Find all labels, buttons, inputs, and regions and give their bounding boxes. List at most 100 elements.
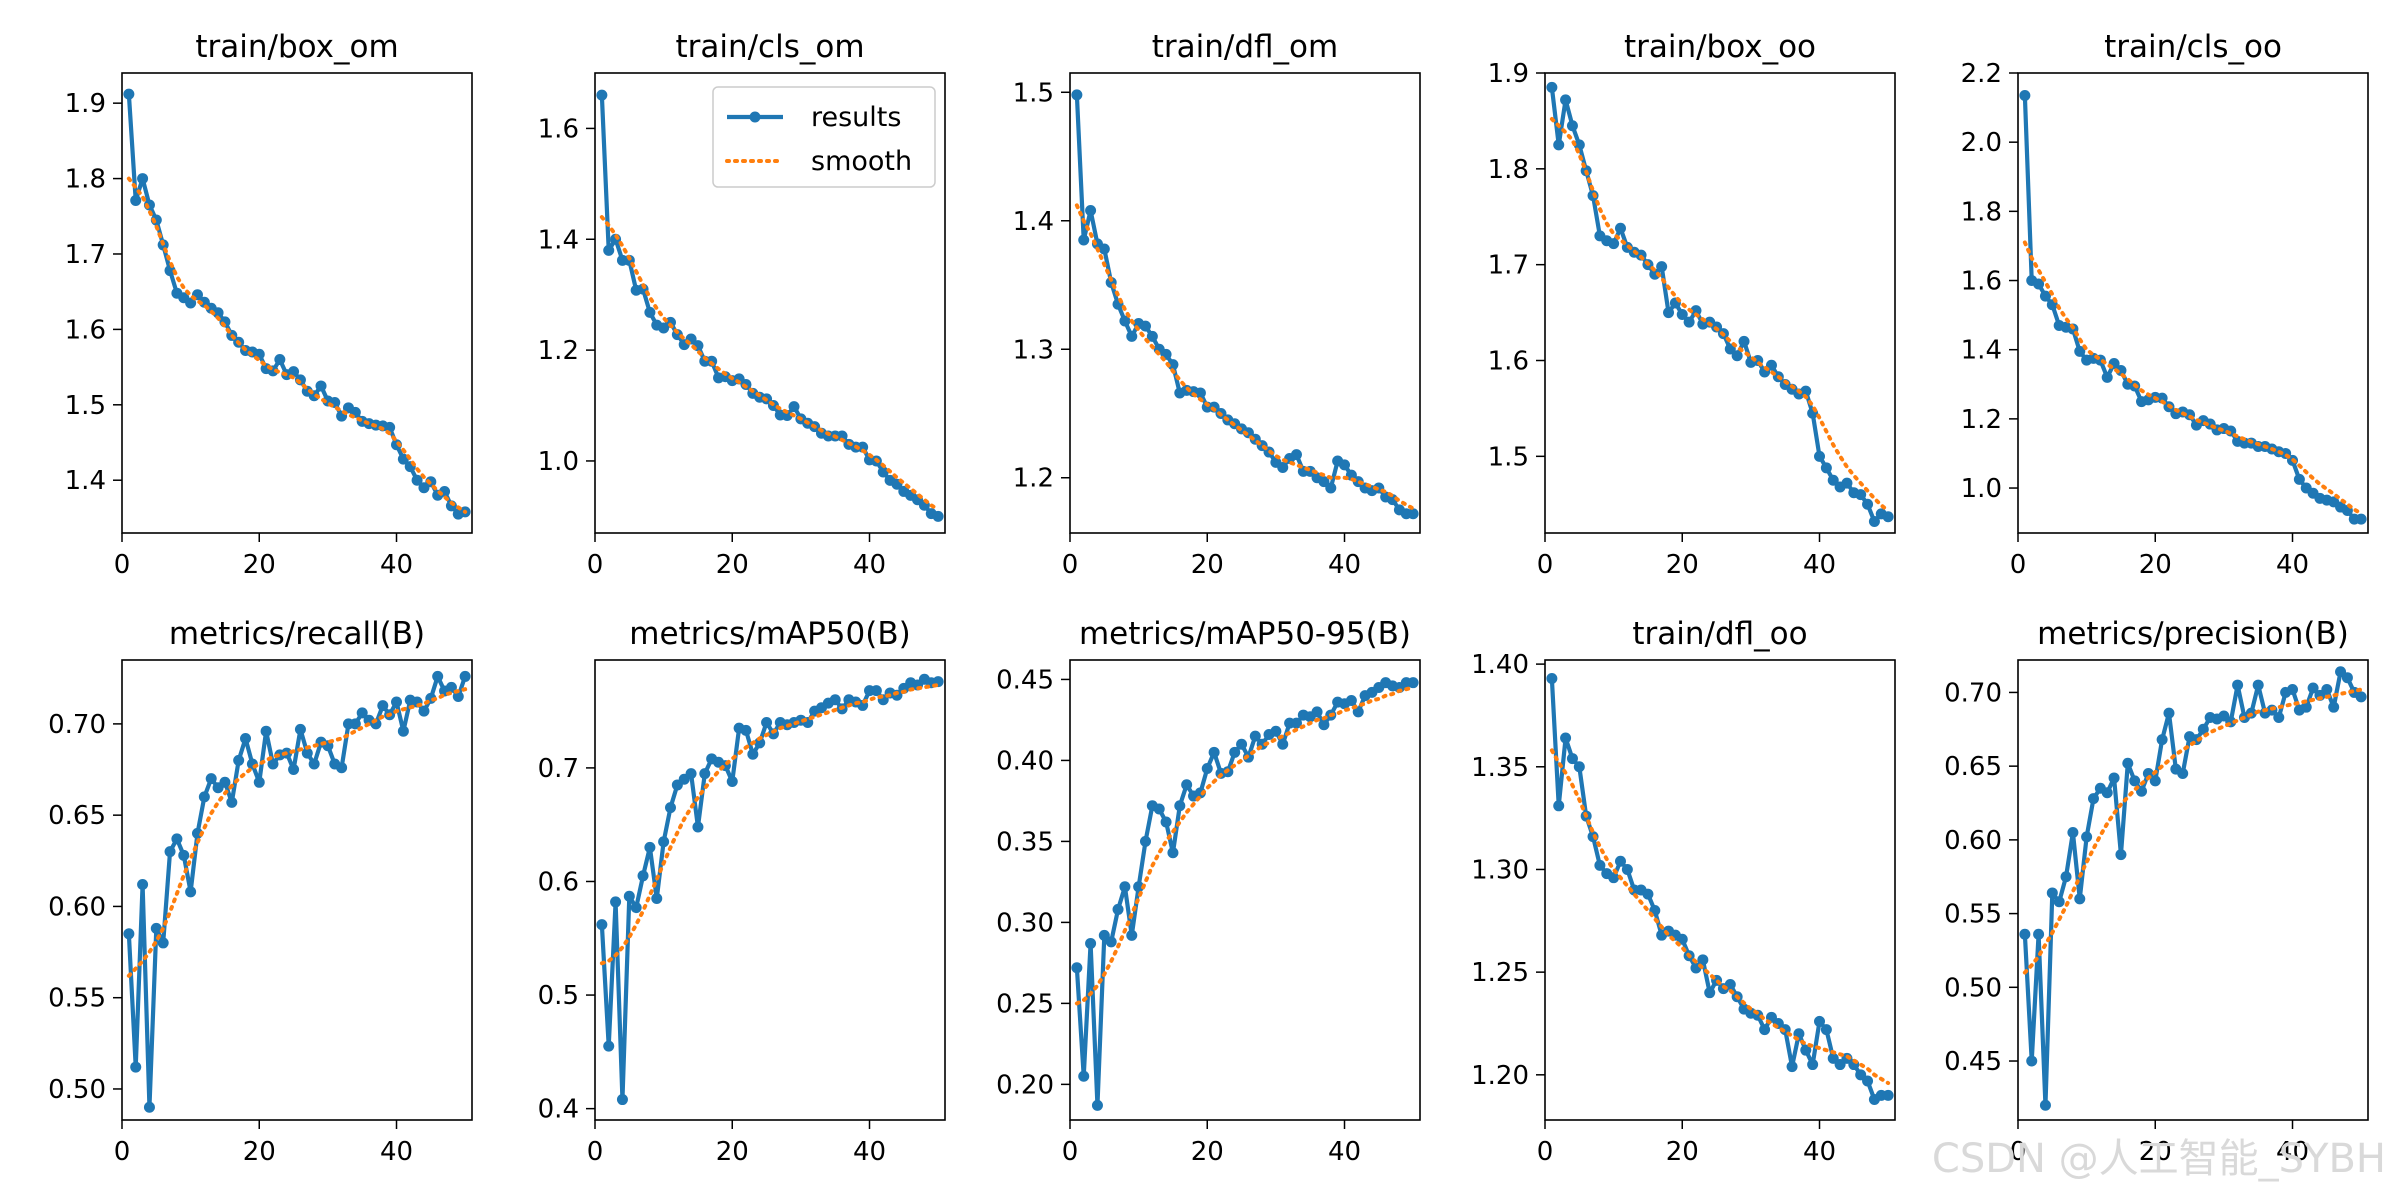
results-point [2039,290,2051,302]
results-point [1174,800,1186,812]
smooth-line [126,687,468,978]
x-tick-label: 0 [2010,550,2027,580]
results-point [294,723,306,735]
results-point [1566,753,1578,765]
results-point [130,194,142,206]
x-tick-label: 20 [243,1137,276,1167]
results-point [1318,719,1330,731]
y-tick-label: 1.35 [1471,753,1529,783]
results-point [185,886,197,898]
x-tick-label: 0 [587,1137,604,1167]
results-point [459,670,471,682]
subplot-title: train/dfl_oo [1632,616,1807,652]
y-tick-label: 1.0 [1961,474,2002,504]
subplot-metrics-map50-95-b-: metrics/mAP50-95(B) 0 20 40 0.20 0.25 0.30 0.35… [996,616,1421,1167]
subplot-train-box-om: train/box_om 0 20 40 1.4 1.5 1.6 1.7 1.8 1.9 [65,29,473,580]
x-tick-label: 20 [2139,550,2172,580]
x-tick-label: 40 [2276,1137,2309,1167]
plot-frame [594,72,946,534]
results-point [2129,775,2141,787]
results-point [2355,513,2367,525]
results-point [726,776,738,788]
subplot-title: train/dfl_om [1152,29,1338,65]
legend-results-label: results [811,102,901,133]
x-tick-label: 0 [1062,550,1079,580]
subplot-title: metrics/mAP50(B) [629,616,910,652]
results-point [2081,831,2093,843]
subplot-title: train/cls_om [675,29,864,65]
smooth-line [599,682,941,966]
results-point [596,89,608,101]
results-point [1229,746,1241,758]
results-point [761,716,773,728]
results-point [2039,1099,2051,1111]
results-point [288,366,300,378]
results-point [2101,787,2113,799]
results-point [1882,511,1894,523]
results-point [452,691,464,703]
results-point [1807,1059,1819,1071]
legend-smooth-label: smooth [811,146,912,177]
results-point [2300,701,2312,713]
results-point [445,681,457,693]
results-point [198,791,210,803]
results-point [1091,1099,1103,1111]
y-tick-label: 1.6 [538,114,579,144]
results-point [1683,316,1695,328]
y-tick-label: 0.6 [538,867,579,897]
y-tick-label: 0.50 [1944,973,2002,1003]
results-point [637,870,649,882]
results-point [418,705,430,717]
x-tick-label: 40 [1803,1137,1836,1167]
y-tick-label: 0.45 [1944,1047,2002,1077]
results-point [1656,261,1668,273]
results-point [1814,1015,1826,1027]
results-point [1614,222,1626,234]
results-point [1608,872,1620,884]
results-point [1820,462,1832,474]
results-point [1201,763,1213,775]
x-tick-label: 20 [2139,1137,2172,1167]
y-tick-label: 1.9 [65,89,106,119]
x-tick-label: 0 [114,550,131,580]
subplot-train-cls-oo: train/cls_oo 0 20 40 1.0 1.2 1.4 1.6 1.8 2.0 2.2 [1961,29,2369,580]
results-point [2177,768,2189,780]
results-point [651,893,663,905]
results-point [1560,732,1572,744]
results-point [1868,516,1880,527]
results-point [1407,677,1419,689]
x-tick-label: 40 [1803,550,1836,580]
results-point [2033,278,2045,290]
results-point [1153,803,1165,815]
results-point [1318,476,1330,488]
results-point [171,833,183,845]
y-tick-label: 0.50 [48,1075,106,1105]
results-point [137,173,149,185]
results-point [2115,849,2127,861]
y-tick-label: 1.5 [1013,78,1054,108]
results-point [397,725,409,737]
results-point [1112,903,1124,915]
results-point [644,306,656,318]
results-point [1690,305,1702,317]
results-point [2156,392,2168,404]
results-point [740,724,752,736]
y-tick-label: 1.6 [1488,347,1529,377]
results-line [1549,678,1889,1102]
results-point [829,694,841,706]
results-point [164,846,176,858]
results-point [664,802,676,814]
y-tick-label: 0.55 [1944,900,2002,930]
y-tick-label: 1.9 [1488,59,1529,89]
results-point [2019,928,2031,940]
results-point [603,1040,615,1052]
results-point [308,758,320,770]
x-tick-label: 20 [1191,550,1224,580]
results-point [1078,234,1090,246]
smooth-line [2022,687,2364,975]
results-point [685,768,697,780]
results-point [1642,888,1654,900]
y-tick-label: 0.20 [996,1070,1054,1100]
results-point [1146,330,1158,342]
y-tick-label: 0.55 [48,984,106,1014]
